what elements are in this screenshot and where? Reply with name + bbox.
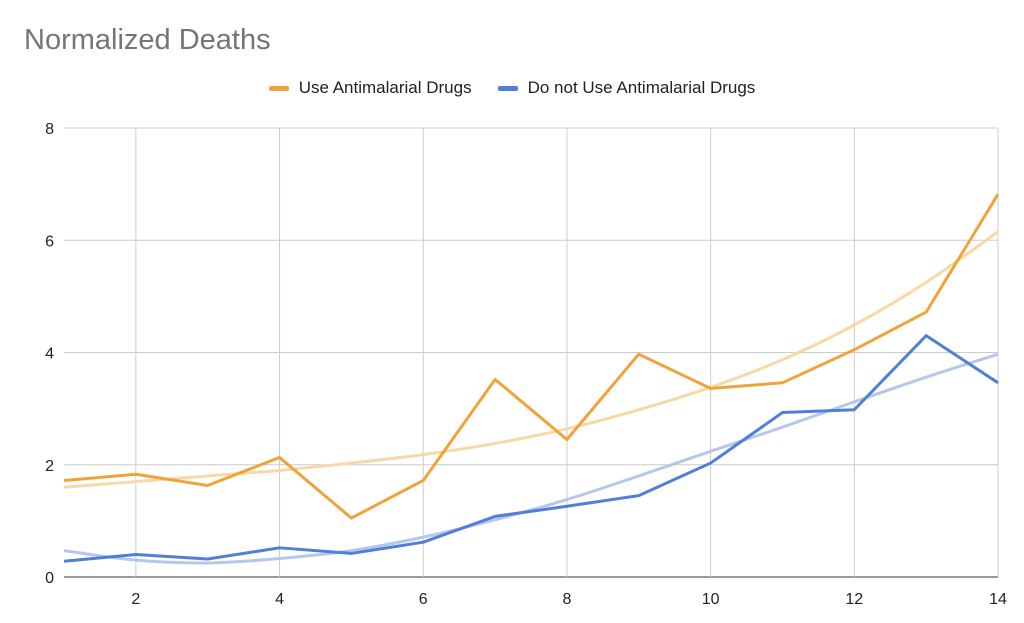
- y-tick-label: 2: [45, 458, 54, 475]
- x-tick-label: 12: [845, 591, 863, 608]
- legend-label-not-use: Do not Use Antimalarial Drugs: [527, 78, 756, 97]
- x-tick-label: 10: [702, 591, 720, 608]
- x-tick-label: 14: [989, 591, 1007, 608]
- x-tick-label: 6: [419, 591, 428, 608]
- chart-title: Normalized Deaths: [24, 24, 271, 56]
- y-tick-label: 8: [45, 121, 54, 138]
- legend-item-not-use[interactable]: Do not Use Antimalarial Drugs: [497, 78, 756, 98]
- trendline-series-0: [63, 230, 999, 489]
- series-line-0: [63, 193, 1000, 520]
- y-tick-label: 6: [45, 233, 54, 250]
- x-tick-label: 2: [131, 591, 140, 608]
- series-line-1: [63, 334, 999, 563]
- x-tick-label: 4: [275, 591, 284, 608]
- y-tick-label: 0: [45, 570, 54, 587]
- x-tick-label: 8: [562, 591, 571, 608]
- y-tick-label: 4: [45, 346, 54, 363]
- legend-swatch-use: [268, 85, 289, 91]
- legend: Use Antimalarial Drugs Do not Use Antima…: [0, 78, 1024, 98]
- legend-swatch-not-use: [497, 85, 518, 91]
- legend-label-use: Use Antimalarial Drugs: [298, 78, 472, 97]
- trendline-series-1: [63, 352, 999, 565]
- legend-item-use[interactable]: Use Antimalarial Drugs: [268, 78, 472, 98]
